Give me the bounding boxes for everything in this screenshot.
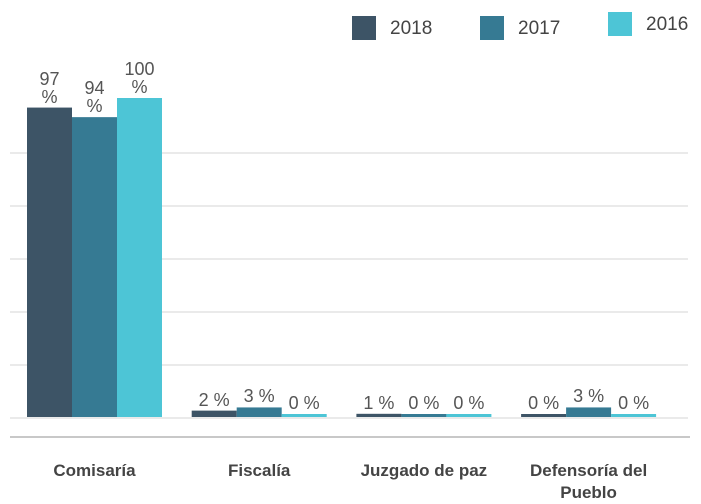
legend-label: 2016 [646,14,689,35]
data-label: 0 % [528,393,560,413]
legend-swatch [608,12,632,36]
bar [191,410,237,417]
bar [521,414,567,417]
bar [401,414,447,417]
data-label: 94 % [84,78,105,117]
bar [117,98,162,417]
data-label: 3 % [243,386,275,407]
bar [611,414,657,417]
bar [281,414,327,417]
bar [356,413,402,417]
x-tick-label: Defensoría del Pueblo [530,461,648,502]
x-tick-label: Comisaría [53,461,136,480]
data-label: 0 % [288,393,320,413]
data-label: 2 % [198,389,230,410]
data-label: 3 % [573,386,605,407]
bar [446,414,492,417]
data-label: 97 % [39,68,60,107]
legend-label: 2018 [390,18,433,39]
bar [27,107,72,417]
data-label: 0 % [408,393,440,413]
legend-label: 2017 [518,18,561,39]
legend-swatch [480,16,504,40]
x-tick-label: Fiscalía [228,461,291,480]
bar [236,407,282,417]
x-tick-label: Juzgado de paz [360,461,488,480]
data-label: 0 % [618,393,650,413]
data-label: 0 % [453,393,485,413]
data-label: 1 % [363,392,395,413]
legend-swatch [352,16,376,40]
data-label: 100 % [124,59,155,97]
bar [566,407,612,417]
bar [72,117,117,417]
